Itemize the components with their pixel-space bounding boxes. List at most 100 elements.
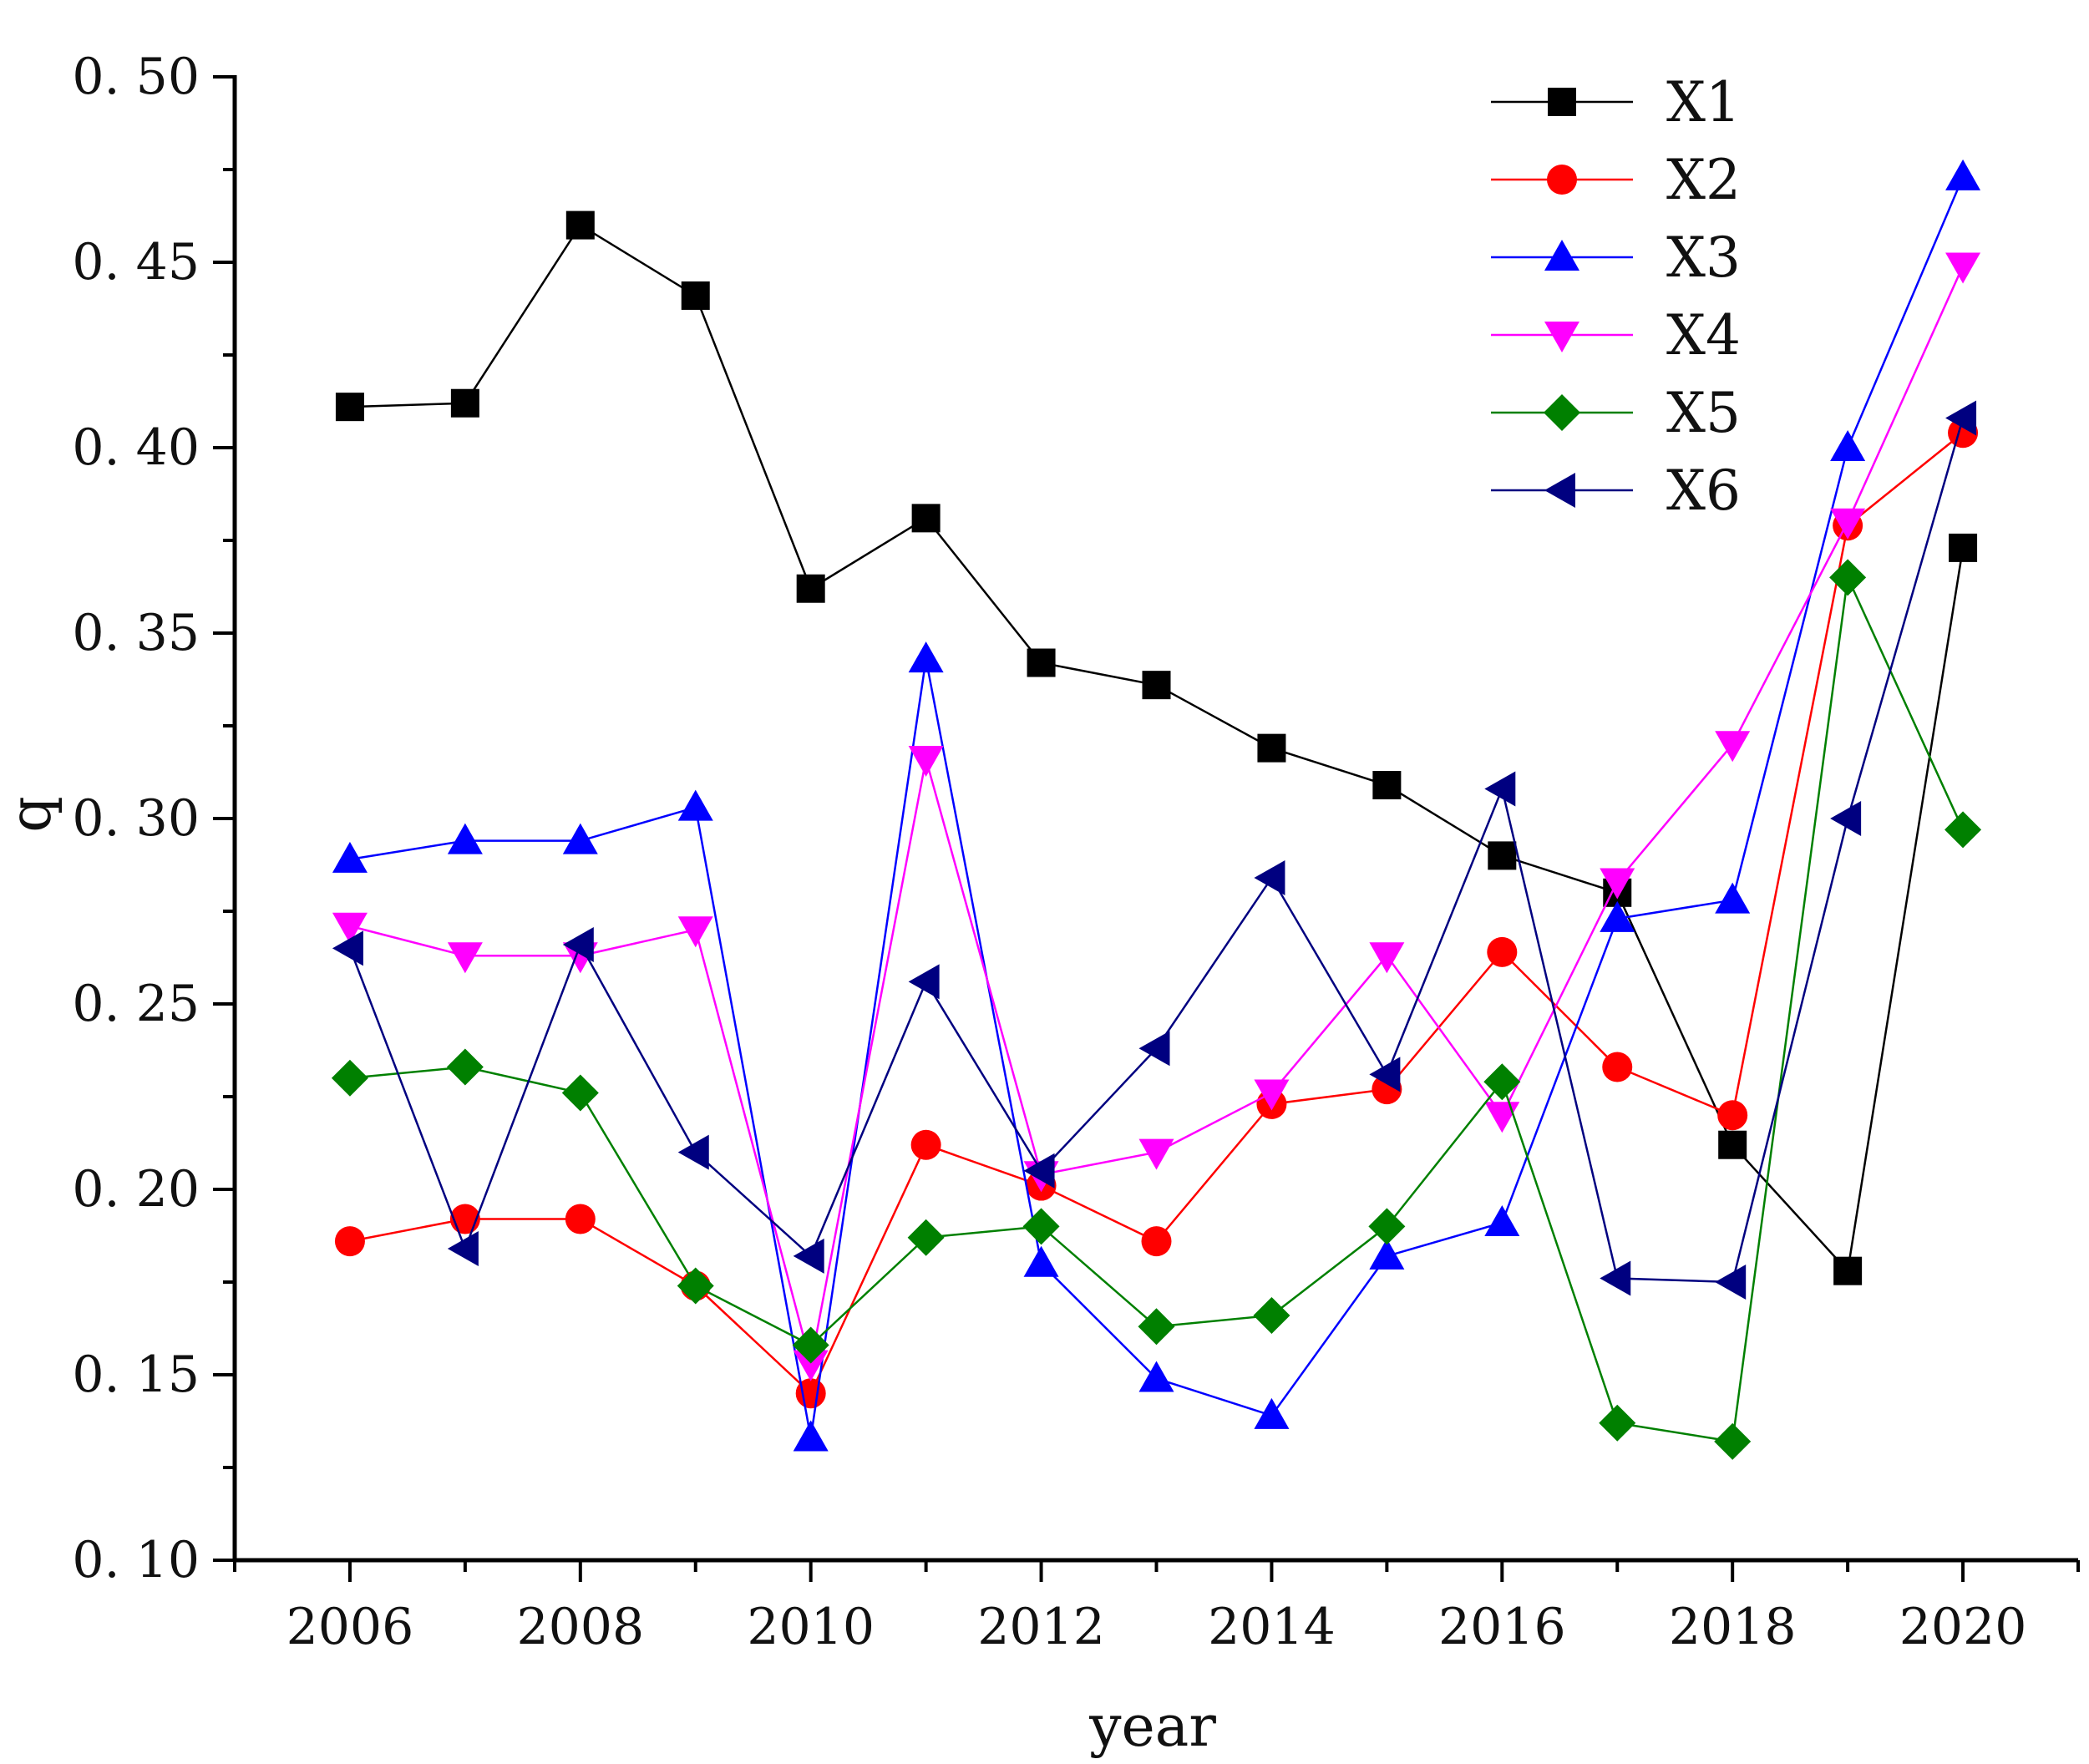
data-point-x5 bbox=[1599, 1404, 1636, 1442]
data-point-x1 bbox=[1718, 1130, 1747, 1159]
data-point-x6 bbox=[1484, 771, 1516, 807]
data-point-x4 bbox=[1600, 868, 1635, 900]
y-tick-label: 0. 10 bbox=[72, 1531, 200, 1589]
x-axis-title: year bbox=[1088, 1694, 1216, 1760]
data-point-x5 bbox=[792, 1326, 829, 1364]
x-tick-label: 2012 bbox=[977, 1598, 1105, 1656]
legend-item-x5: X5 bbox=[1491, 381, 1741, 445]
data-point-x5 bbox=[1829, 559, 1867, 596]
legend-label: X4 bbox=[1666, 303, 1741, 368]
data-point-x6 bbox=[1830, 801, 1862, 836]
data-point-x3 bbox=[1369, 1238, 1405, 1270]
data-point-x1 bbox=[1142, 671, 1171, 700]
x-tick-label: 2010 bbox=[747, 1598, 875, 1656]
y-tick-label: 0. 50 bbox=[72, 48, 200, 106]
y-tick-label: 0. 35 bbox=[72, 604, 200, 662]
series-layer bbox=[331, 159, 1982, 1460]
data-point-x1 bbox=[1372, 771, 1402, 800]
data-point-x1 bbox=[1027, 648, 1056, 677]
data-point-x5 bbox=[1483, 1063, 1521, 1101]
data-point-x3 bbox=[1715, 882, 1751, 914]
data-point-x3 bbox=[908, 641, 944, 673]
legend-item-x4: X4 bbox=[1491, 303, 1741, 368]
legend-label: X3 bbox=[1666, 226, 1741, 290]
data-point-x2 bbox=[910, 1129, 941, 1160]
data-point-x4 bbox=[1254, 1079, 1290, 1111]
data-point-x6 bbox=[1945, 400, 1977, 436]
y-tick-label: 0. 15 bbox=[72, 1346, 200, 1404]
data-point-x3 bbox=[1945, 159, 1981, 190]
data-point-x1 bbox=[1488, 841, 1517, 870]
y-tick-label: 0. 30 bbox=[72, 789, 200, 848]
data-point-x4 bbox=[1945, 252, 1981, 284]
x-tick-label: 2008 bbox=[516, 1598, 644, 1656]
series-x5 bbox=[331, 559, 1982, 1460]
y-axis-title: q bbox=[0, 796, 64, 833]
legend-marker bbox=[1544, 473, 1575, 508]
data-point-x4 bbox=[1369, 942, 1405, 974]
x-tick-label: 2014 bbox=[1208, 1598, 1336, 1656]
legend-item-x1: X1 bbox=[1491, 70, 1741, 134]
data-point-x6 bbox=[1369, 1057, 1401, 1092]
data-point-x5 bbox=[907, 1219, 945, 1256]
legend-item-x2: X2 bbox=[1491, 148, 1741, 212]
data-point-x1 bbox=[565, 210, 595, 240]
data-point-x3 bbox=[1600, 900, 1635, 932]
data-point-x1 bbox=[681, 281, 710, 310]
legend-marker bbox=[1544, 322, 1579, 352]
data-point-x3 bbox=[793, 1420, 829, 1452]
data-point-x5 bbox=[331, 1059, 368, 1097]
data-point-x3 bbox=[1254, 1397, 1290, 1429]
x-tick-label: 2016 bbox=[1438, 1598, 1566, 1656]
data-point-x3 bbox=[677, 789, 713, 821]
data-point-x1 bbox=[1257, 733, 1286, 763]
legend-marker bbox=[1548, 88, 1576, 116]
legend-label: X5 bbox=[1666, 381, 1741, 445]
data-point-x5 bbox=[677, 1267, 714, 1305]
data-point-x6 bbox=[677, 1134, 709, 1170]
data-point-x5 bbox=[1022, 1208, 1060, 1245]
x-tick-label: 2020 bbox=[1899, 1598, 2027, 1656]
series-x3 bbox=[332, 159, 1981, 1452]
data-point-x4 bbox=[1715, 731, 1751, 763]
legend-item-x3: X3 bbox=[1491, 226, 1741, 290]
data-point-x6 bbox=[793, 1238, 824, 1274]
y-tick-label: 0. 20 bbox=[72, 1160, 200, 1219]
legend-label: X1 bbox=[1666, 70, 1741, 134]
data-point-x6 bbox=[332, 930, 363, 966]
data-point-x1 bbox=[796, 574, 825, 603]
legend: X1 X2 X3 X4 X5 X6 bbox=[1491, 70, 1741, 523]
data-point-x3 bbox=[562, 823, 598, 854]
series-x6 bbox=[332, 400, 1977, 1300]
data-point-x5 bbox=[561, 1074, 599, 1112]
data-point-x6 bbox=[908, 964, 940, 1000]
data-point-x5 bbox=[446, 1048, 484, 1086]
legend-marker bbox=[1547, 165, 1577, 195]
data-point-x2 bbox=[1141, 1226, 1172, 1257]
legend-item-x6: X6 bbox=[1491, 459, 1741, 523]
data-point-x6 bbox=[1715, 1265, 1747, 1300]
data-point-x6 bbox=[1600, 1260, 1631, 1296]
series-x1 bbox=[335, 210, 1978, 1285]
data-point-x4 bbox=[332, 912, 368, 944]
data-point-x6 bbox=[1023, 1153, 1055, 1189]
data-point-x5 bbox=[1944, 811, 1982, 849]
data-point-x2 bbox=[1602, 1052, 1633, 1082]
data-point-x3 bbox=[1830, 430, 1866, 461]
data-point-x4 bbox=[793, 1350, 829, 1381]
legend-label: X2 bbox=[1666, 148, 1741, 212]
data-point-x4 bbox=[447, 942, 483, 974]
series-x2 bbox=[334, 418, 1979, 1409]
data-point-x4 bbox=[908, 745, 944, 777]
data-point-x6 bbox=[562, 926, 594, 962]
data-point-x3 bbox=[447, 823, 483, 854]
y-tick-label: 0. 40 bbox=[72, 418, 200, 477]
data-point-x6 bbox=[1254, 860, 1285, 896]
data-point-x4 bbox=[1138, 1138, 1174, 1170]
data-point-x1 bbox=[1949, 533, 1978, 562]
data-point-x3 bbox=[1138, 1361, 1174, 1392]
x-tick-label: 2018 bbox=[1669, 1598, 1797, 1656]
data-point-x5 bbox=[1138, 1308, 1175, 1346]
